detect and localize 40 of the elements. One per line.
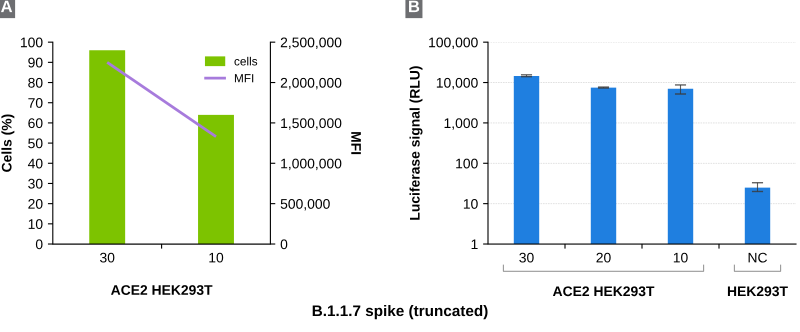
y-tick-label: 20 <box>28 198 43 209</box>
y-tick-label: 100,000 <box>429 38 478 49</box>
x-tick-label: 10 <box>209 252 224 263</box>
y2-tick-label: 1,500,000 <box>281 118 342 130</box>
y2-tick-label: 2,000,000 <box>280 78 342 90</box>
x-tick-label: NC <box>748 252 767 263</box>
text: B <box>409 0 420 12</box>
y-tick-label: 100 <box>20 38 43 48</box>
legend-label: cells <box>234 56 258 66</box>
y2-tick-label: 0 <box>280 239 288 250</box>
y-tick-label: 10 <box>464 198 478 209</box>
y-tick-label: 50 <box>28 138 43 148</box>
text: B.1.1.7 spike (truncated) <box>312 304 488 320</box>
x-tick-label: 30 <box>519 252 534 263</box>
y2-tick-label: 1,000,000 <box>281 158 342 170</box>
y-tick-label: 80 <box>28 78 43 88</box>
y-axis-title: Luciferase signal (RLU) <box>410 66 423 220</box>
y-tick-label: 60 <box>28 118 43 128</box>
y2-tick-label: 500,000 <box>280 198 330 210</box>
x-tick-label: 20 <box>596 252 611 263</box>
legend-label: MFI <box>234 74 254 82</box>
x-tick-label: 30 <box>100 252 114 263</box>
y-tick-label: 1 <box>472 239 478 250</box>
y2-tick-label: 2,500,000 <box>280 38 342 49</box>
x-axis-title: ACE2 HEK293T <box>111 285 212 295</box>
text: A <box>0 0 12 12</box>
y-tick-label: 90 <box>28 58 43 68</box>
y-tick-label: 0 <box>36 239 43 250</box>
text: HEK293T <box>728 286 788 296</box>
y-tick-label: 100 <box>456 158 478 168</box>
y2-axis-title: MFI <box>351 132 361 154</box>
y-tick-label: 30 <box>28 178 43 189</box>
text: ACE2 HEK293T <box>552 286 654 296</box>
x-tick-label: 10 <box>674 252 688 263</box>
y-tick-label: 10 <box>28 219 43 230</box>
y-tick-label: 70 <box>28 98 43 108</box>
y-tick-label: 10,000 <box>436 78 478 90</box>
y-axis-title: Cells (%) <box>1 114 14 172</box>
y-tick-label: 1,000 <box>444 118 478 130</box>
y-tick-label: 40 <box>28 158 43 168</box>
